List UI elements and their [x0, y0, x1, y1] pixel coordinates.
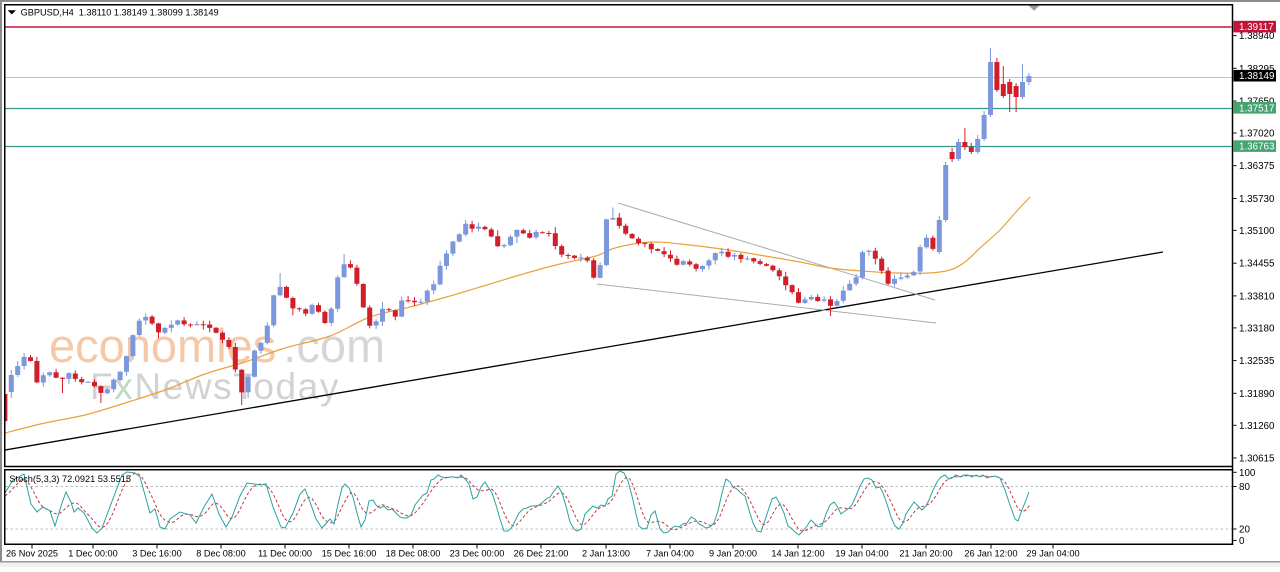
svg-text:15 Dec 16:00: 15 Dec 16:00	[322, 549, 377, 559]
svg-text:1.31260: 1.31260	[1239, 421, 1275, 432]
svg-text:26 Jan 12:00: 26 Jan 12:00	[964, 549, 1017, 559]
svg-text:80: 80	[1239, 482, 1250, 493]
svg-text:1.38940: 1.38940	[1239, 31, 1275, 42]
svg-text:18 Dec 08:00: 18 Dec 08:00	[386, 549, 441, 559]
svg-text:1.35100: 1.35100	[1239, 226, 1275, 237]
svg-text:1.38149: 1.38149	[1239, 71, 1274, 82]
svg-text:1.30615: 1.30615	[1239, 454, 1275, 465]
svg-text:23 Dec 00:00: 23 Dec 00:00	[450, 549, 505, 559]
svg-text:9 Jan 20:00: 9 Jan 20:00	[709, 549, 757, 559]
svg-text:1.33810: 1.33810	[1239, 291, 1275, 302]
svg-text:2 Jan 13:00: 2 Jan 13:00	[582, 549, 630, 559]
svg-text:7 Jan 04:00: 7 Jan 04:00	[646, 549, 694, 559]
svg-text:19 Jan 04:00: 19 Jan 04:00	[835, 549, 888, 559]
svg-text:11 Dec 00:00: 11 Dec 00:00	[258, 549, 312, 559]
svg-text:20: 20	[1239, 525, 1250, 536]
svg-text:1.34455: 1.34455	[1239, 259, 1275, 270]
svg-text:14 Jan 12:00: 14 Jan 12:00	[771, 549, 824, 559]
svg-text:8 Dec 08:00: 8 Dec 08:00	[196, 549, 246, 559]
svg-text:100: 100	[1239, 468, 1256, 479]
svg-text:1.37517: 1.37517	[1239, 103, 1274, 114]
svg-text:1.37020: 1.37020	[1239, 129, 1275, 140]
svg-text:GBPUSD,H4 1.38110 1.38149 1.3: GBPUSD,H4 1.38110 1.38149 1.38099 1.3814…	[21, 8, 219, 18]
svg-text:0: 0	[1239, 536, 1245, 547]
svg-text:1.35730: 1.35730	[1239, 194, 1275, 205]
svg-text:1.32535: 1.32535	[1239, 356, 1275, 367]
svg-text:1 Dec 00:00: 1 Dec 00:00	[68, 549, 118, 559]
svg-text:29 Jan 04:00: 29 Jan 04:00	[1026, 549, 1079, 559]
svg-text:21 Jan 20:00: 21 Jan 20:00	[899, 549, 952, 559]
svg-text:3 Dec 16:00: 3 Dec 16:00	[132, 549, 182, 559]
svg-text:1.39117: 1.39117	[1239, 22, 1274, 33]
svg-text:FxNewsToday: FxNewsToday	[90, 366, 340, 407]
svg-text:26 Dec 21:00: 26 Dec 21:00	[514, 549, 569, 559]
svg-text:1.33180: 1.33180	[1239, 323, 1275, 334]
svg-text:1.31890: 1.31890	[1239, 389, 1275, 400]
svg-text:1.36763: 1.36763	[1239, 142, 1275, 153]
svg-text:26 Nov 2025: 26 Nov 2025	[6, 549, 58, 559]
svg-text:1.36375: 1.36375	[1239, 161, 1275, 172]
svg-text:1.38295: 1.38295	[1239, 64, 1275, 75]
svg-text:Stoch(5,3,3) 72.0921 53.5515: Stoch(5,3,3) 72.0921 53.5515	[9, 474, 131, 484]
svg-text:economies.com: economies .com	[49, 319, 385, 372]
